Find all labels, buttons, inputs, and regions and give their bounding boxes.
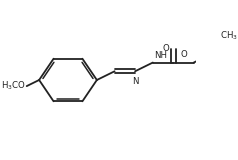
Text: O: O xyxy=(163,44,169,53)
Text: NH: NH xyxy=(154,51,167,60)
Text: CH$_3$: CH$_3$ xyxy=(220,29,238,42)
Text: H$_3$CO: H$_3$CO xyxy=(1,80,26,92)
Text: N: N xyxy=(132,77,138,86)
Text: O: O xyxy=(180,50,187,59)
